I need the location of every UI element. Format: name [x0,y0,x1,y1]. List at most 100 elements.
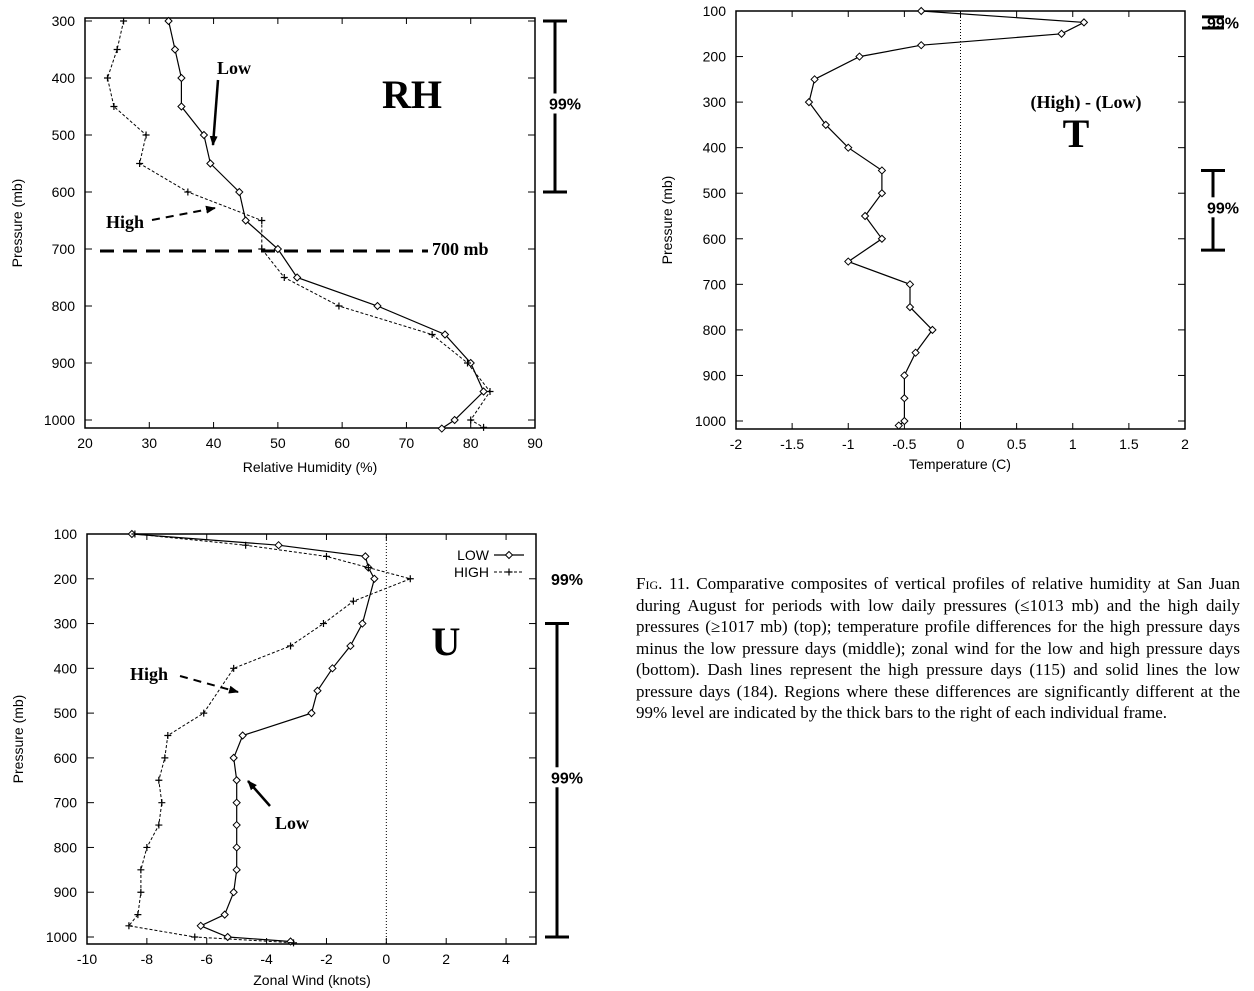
t-significance-bars: 99% 99% [1197,15,1239,252]
y-tick-label: 500 [703,185,727,201]
plus-marker [110,103,118,110]
rh-x-ticks: 20 30 40 50 60 70 80 90 [77,18,543,451]
plus-marker [480,423,488,431]
diamond-marker [328,664,337,673]
y-tick-label: 100 [703,3,727,19]
y-tick-label: 700 [52,241,76,257]
plus-marker [158,799,166,807]
plus-marker [335,302,343,310]
diamond-marker [177,73,186,83]
plus-marker [230,664,238,672]
x-tick-label: 50 [270,435,286,451]
x-tick-label: 0.5 [1007,436,1027,452]
diamond-marker [437,424,446,433]
diamond-marker [273,244,283,254]
diamond-marker [821,120,831,130]
significance-label-bg [541,767,581,788]
caption-label: Fig. 11. [636,574,690,593]
diamond-marker [844,257,853,266]
plus-marker [120,17,128,25]
t-x-ticks: -2 -1.5 -1 -0.5 0 0.5 1 1.5 2 [730,11,1189,452]
y-tick-label: 400 [703,140,727,156]
x-tick-label: 1 [1069,436,1077,452]
difference-series-line [808,10,1087,427]
diamond-marker [229,888,238,897]
x-tick-label: -4 [260,951,273,967]
x-tick-label: -1 [842,436,855,452]
plus-marker [428,331,436,338]
diamond-marker [860,211,870,221]
plus-marker [131,530,139,538]
diamond-marker [232,865,241,875]
t-chart: -2 -1.5 -1 -0.5 0 0.5 1 1.5 2 100 200 300 400 500 600… [659,3,1239,472]
y-tick-label: 900 [54,884,78,900]
plus-marker [142,131,150,139]
y-tick-label: 300 [52,13,76,29]
rh-high-annotation: High [106,212,144,232]
rh-x-axis-label: Relative Humidity (%) [243,459,378,475]
diamond-marker [900,394,909,403]
rh-title: RH [382,72,442,117]
rh-y-axis-label: Pressure (mb) [9,179,25,268]
diamond-marker [361,552,370,561]
diamond-marker [905,280,915,289]
u-series [125,529,414,947]
u-legend-high-marker [505,568,513,576]
diamond-marker [235,187,244,197]
y-tick-label: 600 [703,231,727,247]
t-series [804,6,1089,430]
diamond-marker [928,325,937,335]
diamond-marker [196,921,205,931]
x-tick-label: 20 [77,435,93,451]
diamond-marker [479,387,488,396]
plus-marker [134,911,142,919]
diamond-marker [274,540,283,550]
caption-text: Comparative composites of vertical profi… [636,574,1240,722]
y-tick-label: 200 [54,571,78,587]
x-tick-label: 1.5 [1119,436,1139,452]
diamond-marker [855,52,864,61]
x-tick-label: 70 [399,435,415,451]
high-series-line [127,533,412,944]
diamond-marker [877,166,887,175]
rh-low-annotation: Low [217,58,251,78]
significance-label-bg [539,93,579,114]
plus-marker [164,732,172,739]
x-tick-label: 2 [442,951,450,967]
plus-marker [280,274,288,281]
diamond-marker [206,159,215,168]
u-high-annotation: High [130,664,168,684]
y-tick-label: 400 [54,660,78,676]
x-tick-label: 40 [206,435,222,451]
significance-label: 99% [551,572,583,589]
plus-marker [155,776,163,784]
u-x-ticks: -10 -8 -6 -4 -2 0 2 4 [77,534,510,967]
diamond-marker [894,421,903,430]
diamond-marker [440,330,450,339]
x-tick-label: -0.5 [892,436,916,452]
plus-marker [155,821,163,829]
plus-marker [143,843,151,851]
diamond-marker [241,216,250,225]
diamond-marker [917,6,926,16]
diamond-marker [877,189,887,198]
diamond-marker [844,143,853,152]
y-tick-label: 900 [703,367,727,383]
rh-y-ticks: 300 400 500 600 700 800 900 1000 [44,13,535,428]
plus-marker [287,642,295,650]
t-y-ticks: 100 200 300 400 500 600 700 800 900 1000 [695,3,1185,429]
diamond-marker [900,371,909,380]
u-x-axis-label: Zonal Wind (knots) [253,972,370,988]
y-tick-label: 300 [703,94,727,110]
plus-marker [258,245,266,253]
x-tick-label: -1.5 [780,436,804,452]
t-subtitle: (High) - (Low) [1031,92,1142,113]
rh-significance-bars: 99% [539,19,581,194]
plus-marker [258,217,266,224]
low-series-line [131,533,376,943]
u-significance-bars: 99% 99% [541,572,583,939]
y-tick-label: 1000 [46,929,77,945]
diamond-marker [1057,29,1066,38]
y-tick-label: 200 [703,49,727,65]
y-tick-label: 800 [52,298,76,314]
